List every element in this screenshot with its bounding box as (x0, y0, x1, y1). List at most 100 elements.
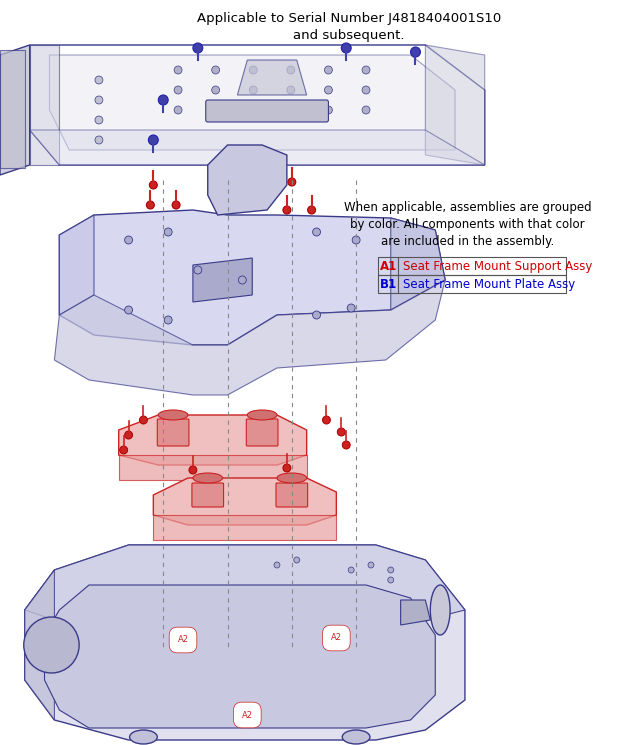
Text: A2: A2 (177, 635, 188, 644)
Circle shape (149, 181, 158, 189)
Circle shape (158, 95, 168, 105)
Polygon shape (24, 570, 55, 720)
Circle shape (194, 266, 202, 274)
Circle shape (95, 76, 103, 84)
Circle shape (95, 116, 103, 124)
Ellipse shape (158, 410, 188, 420)
Polygon shape (44, 585, 435, 728)
Circle shape (362, 66, 370, 74)
Circle shape (341, 43, 351, 53)
Circle shape (388, 567, 394, 573)
Circle shape (362, 86, 370, 94)
Circle shape (147, 201, 154, 209)
Circle shape (174, 106, 182, 114)
Circle shape (149, 135, 158, 145)
Circle shape (239, 276, 246, 284)
Polygon shape (401, 600, 430, 625)
Polygon shape (50, 55, 455, 150)
Polygon shape (193, 258, 252, 302)
Polygon shape (208, 145, 287, 215)
Ellipse shape (430, 585, 450, 635)
Polygon shape (119, 455, 307, 480)
Circle shape (249, 66, 257, 74)
Polygon shape (24, 545, 465, 740)
Circle shape (288, 178, 296, 186)
Circle shape (325, 66, 332, 74)
Circle shape (312, 311, 320, 319)
Circle shape (283, 464, 291, 472)
Polygon shape (59, 210, 445, 345)
Polygon shape (24, 545, 465, 620)
Polygon shape (30, 130, 485, 165)
Circle shape (274, 562, 280, 568)
Text: A2: A2 (242, 711, 253, 720)
Circle shape (349, 567, 354, 573)
Text: Seat Frame Mount Support Assy: Seat Frame Mount Support Assy (403, 259, 593, 273)
Text: A2: A2 (331, 633, 342, 642)
Circle shape (140, 416, 147, 424)
Circle shape (410, 47, 421, 57)
Circle shape (189, 466, 197, 474)
Circle shape (287, 66, 294, 74)
Bar (379, 257, 566, 275)
Text: Applicable to Serial Number J4818404001S10
and subsequent.: Applicable to Serial Number J4818404001S… (197, 12, 502, 42)
Circle shape (283, 206, 291, 214)
Polygon shape (30, 45, 59, 165)
Circle shape (24, 617, 79, 673)
Circle shape (174, 66, 182, 74)
Text: Seat Frame Mount Plate Assy: Seat Frame Mount Plate Assy (403, 278, 575, 291)
Circle shape (125, 236, 132, 244)
Ellipse shape (277, 473, 307, 483)
Circle shape (307, 206, 316, 214)
FancyBboxPatch shape (246, 419, 278, 446)
Bar (379, 275, 566, 293)
Circle shape (95, 96, 103, 104)
Text: When applicable, assemblies are grouped
by color. All components with that color: When applicable, assemblies are grouped … (344, 201, 592, 248)
Circle shape (347, 304, 355, 312)
Ellipse shape (130, 730, 158, 744)
Circle shape (212, 66, 220, 74)
Circle shape (294, 557, 300, 563)
Circle shape (325, 86, 332, 94)
Polygon shape (119, 415, 307, 465)
Circle shape (352, 236, 360, 244)
Circle shape (388, 577, 394, 583)
Circle shape (342, 441, 350, 449)
Circle shape (287, 106, 294, 114)
Circle shape (212, 86, 220, 94)
FancyBboxPatch shape (206, 100, 329, 122)
Polygon shape (237, 60, 307, 95)
FancyBboxPatch shape (276, 483, 307, 507)
Text: A1: A1 (380, 259, 397, 273)
Circle shape (249, 106, 257, 114)
Polygon shape (391, 218, 445, 310)
Circle shape (164, 316, 172, 324)
Text: B1: B1 (380, 278, 397, 291)
Polygon shape (55, 280, 445, 395)
Circle shape (193, 43, 203, 53)
FancyBboxPatch shape (158, 419, 189, 446)
Circle shape (174, 86, 182, 94)
Ellipse shape (193, 473, 222, 483)
Circle shape (172, 201, 180, 209)
Polygon shape (0, 50, 24, 168)
FancyBboxPatch shape (192, 483, 224, 507)
Ellipse shape (248, 410, 277, 420)
Circle shape (120, 446, 127, 454)
Polygon shape (426, 45, 485, 165)
Polygon shape (153, 515, 336, 540)
Circle shape (287, 86, 294, 94)
Circle shape (212, 106, 220, 114)
Circle shape (249, 86, 257, 94)
Polygon shape (0, 45, 30, 175)
Circle shape (323, 416, 331, 424)
Circle shape (125, 431, 132, 439)
Circle shape (338, 428, 345, 436)
Polygon shape (153, 478, 336, 525)
Circle shape (164, 228, 172, 236)
Circle shape (362, 106, 370, 114)
Circle shape (312, 228, 320, 236)
Ellipse shape (342, 730, 370, 744)
Polygon shape (59, 215, 94, 315)
Circle shape (368, 562, 374, 568)
